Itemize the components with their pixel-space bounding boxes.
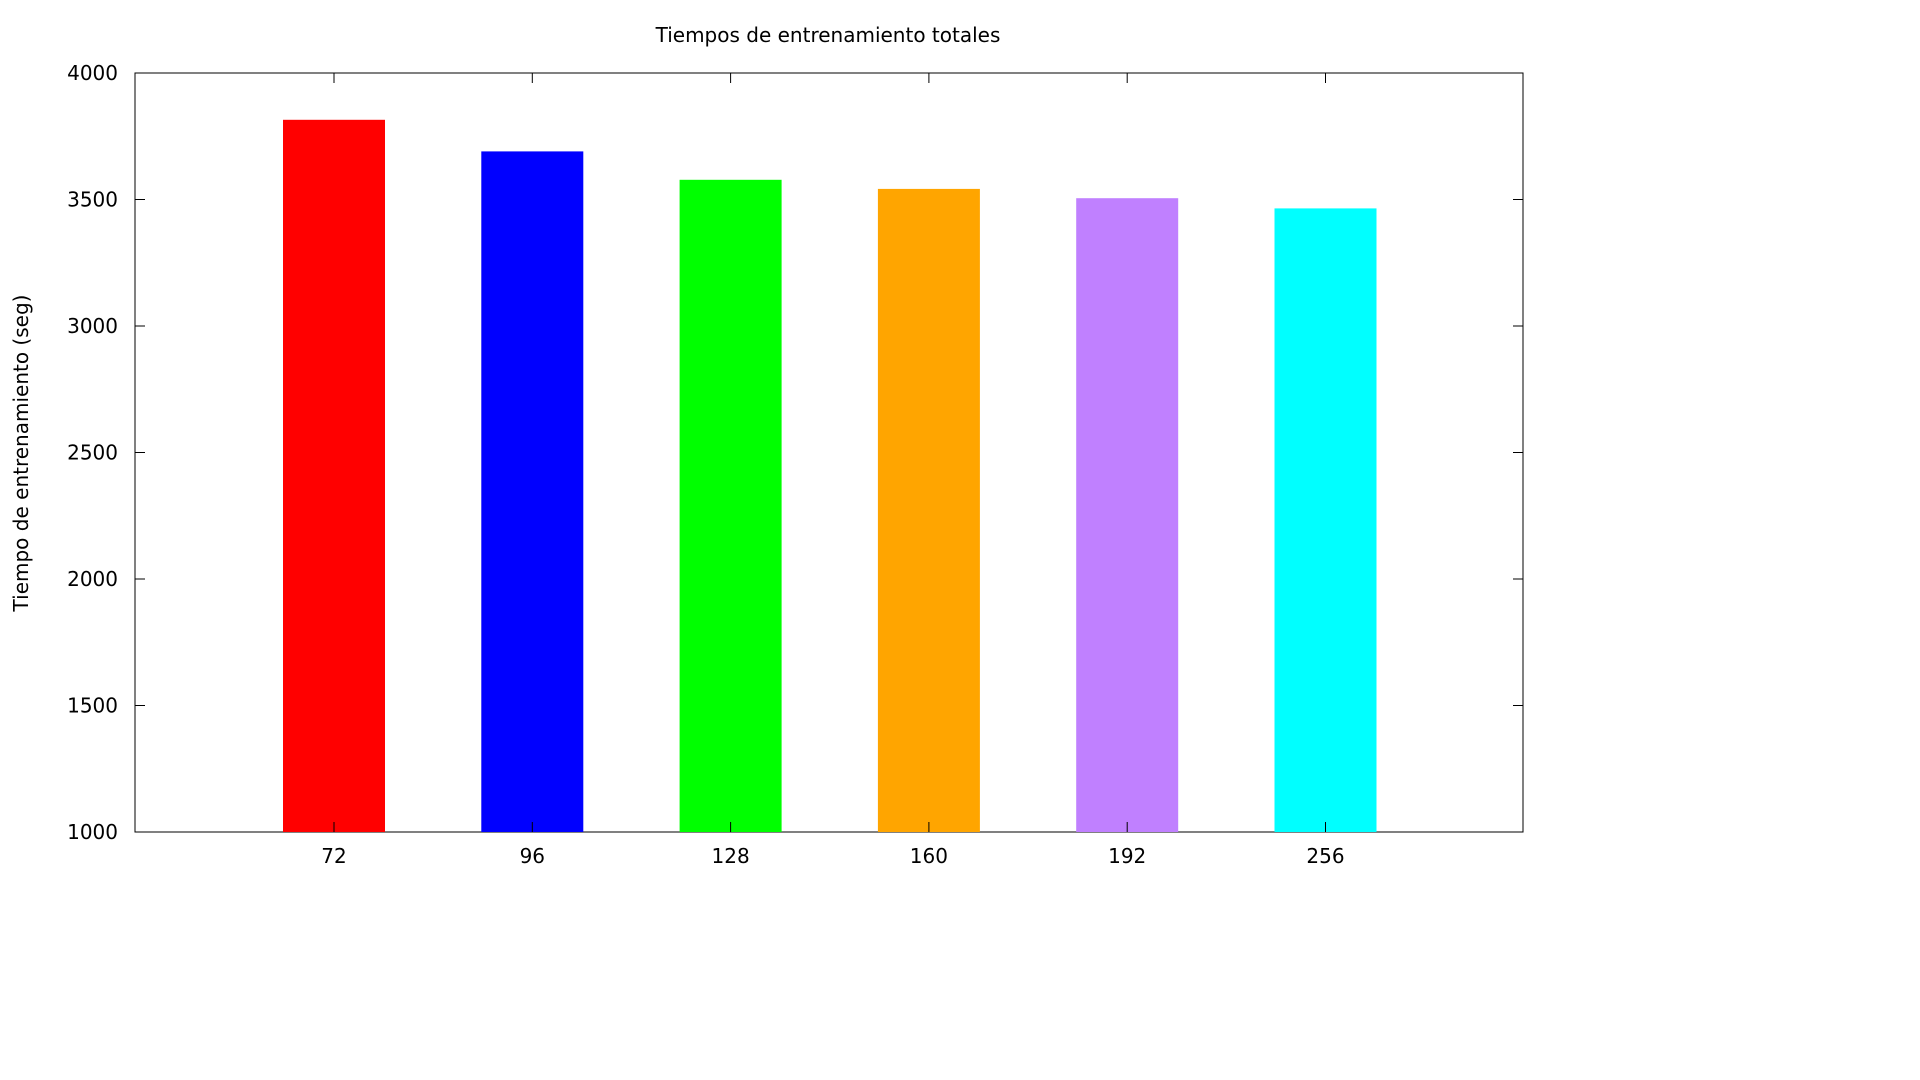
bar-192 — [1076, 198, 1179, 832]
bar-128 — [679, 179, 782, 833]
bar-72 — [283, 119, 385, 833]
y-tick-label-3500: 3500 — [67, 188, 118, 212]
bar-256 — [1274, 208, 1377, 832]
y-tick-label-2000: 2000 — [67, 567, 118, 591]
x-tick-label-96: 96 — [520, 844, 545, 868]
x-axis-ticks: 72 96 128 160 192 256 — [321, 73, 1345, 868]
y-tick-label-2500: 2500 — [67, 441, 118, 465]
y-axis-label: Tiempo de entrenamiento (seg) — [9, 295, 33, 613]
x-tick-label-160: 160 — [910, 844, 948, 868]
x-tick-label-192: 192 — [1108, 844, 1146, 868]
bars-layer — [283, 119, 1377, 833]
x-tick-label-128: 128 — [712, 844, 750, 868]
bar-chart: Tiempos de entrenamiento totales Tiempo … — [9, 23, 1524, 868]
y-axis-ticks: 1000 1500 2000 2500 3000 3500 4000 — [67, 61, 1523, 844]
bar-96 — [481, 151, 584, 832]
y-tick-label-1500: 1500 — [67, 694, 118, 718]
chart-container: Tiempos de entrenamiento totales Tiempo … — [9, 23, 1524, 868]
bar-160 — [877, 188, 980, 832]
x-tick-label-256: 256 — [1306, 844, 1344, 868]
y-tick-label-3000: 3000 — [67, 314, 118, 338]
y-tick-label-1000: 1000 — [67, 820, 118, 844]
y-tick-label-4000: 4000 — [67, 61, 118, 85]
chart-title: Tiempos de entrenamiento totales — [655, 23, 1001, 47]
x-tick-label-72: 72 — [321, 844, 346, 868]
